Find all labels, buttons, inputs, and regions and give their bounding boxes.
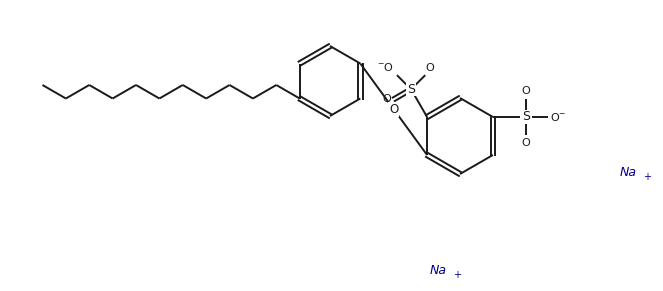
Text: +: +: [453, 270, 461, 280]
Text: O$^{-}$: O$^{-}$: [550, 111, 566, 123]
Text: Na: Na: [430, 265, 447, 278]
Text: S: S: [407, 83, 415, 96]
Text: O: O: [389, 103, 398, 116]
Text: Na: Na: [620, 166, 637, 180]
Text: O: O: [522, 86, 530, 96]
Text: O: O: [425, 63, 434, 73]
Text: $^{-}$O: $^{-}$O: [377, 61, 394, 73]
Text: O: O: [522, 138, 530, 148]
Text: S: S: [522, 111, 530, 123]
Text: O: O: [382, 94, 391, 104]
Text: +: +: [643, 172, 651, 182]
